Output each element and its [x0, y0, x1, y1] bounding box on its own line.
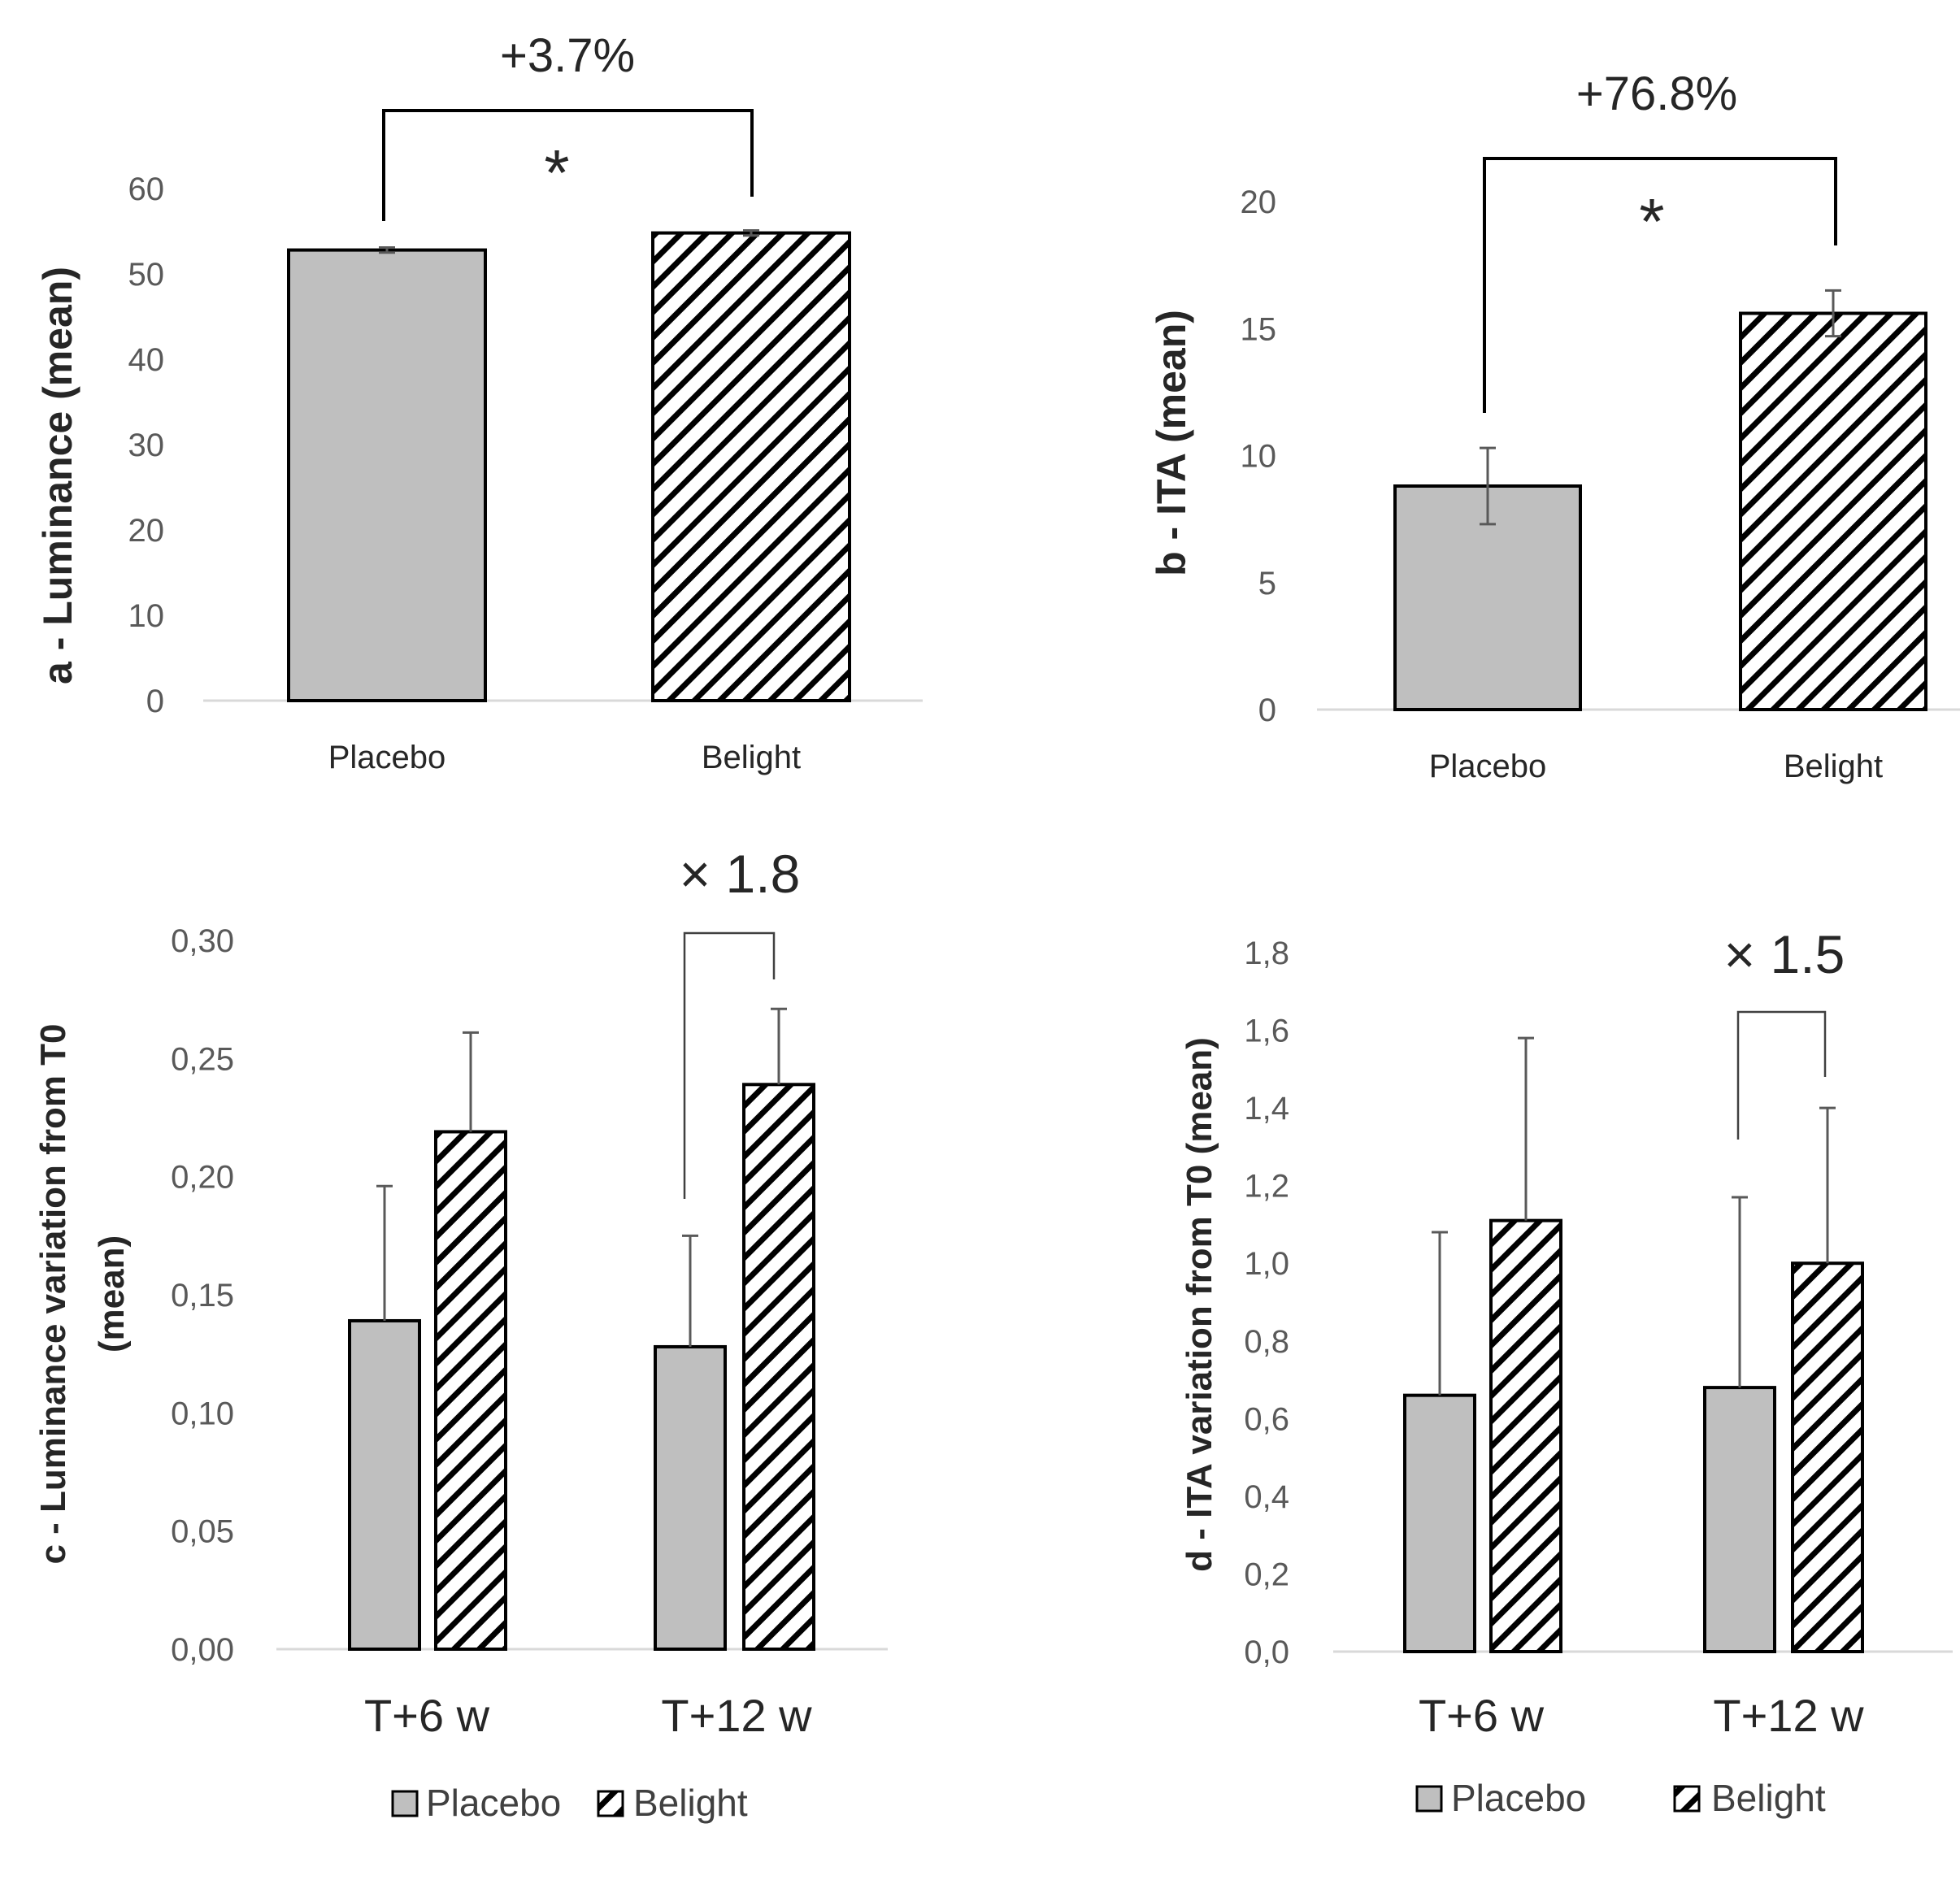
chart-d-bar-placebo: [1403, 1393, 1476, 1653]
chart-c: c - Luminance variation from T0 (mean) 0…: [33, 844, 888, 1824]
chart-d-ytick-label: 0,2: [1244, 1557, 1289, 1592]
chart-d-error-bar: [1518, 1036, 1534, 1221]
chart-d-legend-swatch-belight: [1673, 1785, 1701, 1813]
chart-c-category-t6: T+6 w: [364, 1690, 490, 1741]
chart-a-category-belight: Belight: [702, 740, 801, 775]
chart-b-significance-bracket: [1483, 157, 1837, 413]
chart-c-ytick-label: 0,00: [171, 1632, 234, 1668]
chart-b-ytick-label: 0: [1258, 693, 1276, 728]
chart-d-category-t6: T+6 w: [1419, 1690, 1545, 1741]
chart-d-ytick-label: 1,4: [1244, 1091, 1289, 1127]
chart-b-category-placebo: Placebo: [1429, 749, 1547, 784]
chart-c-ytick-label: 0,10: [171, 1396, 234, 1431]
chart-c-legend-label-placebo: Placebo: [426, 1782, 561, 1824]
chart-d-legend-label-placebo: Placebo: [1451, 1777, 1586, 1819]
chart-c-legend: Placebo Belight: [391, 1782, 748, 1824]
chart-c-bar-placebo: [654, 1344, 727, 1651]
chart-d-category-t12: T+12 w: [1713, 1690, 1864, 1741]
chart-c-bar-belight: [742, 1083, 815, 1651]
chart-c-bar-placebo: [348, 1318, 421, 1652]
chart-c-error-bar: [376, 1184, 393, 1321]
chart-a-error-bar: [379, 245, 395, 254]
chart-b-ytick-label: 15: [1241, 311, 1277, 347]
chart-a-error-bar: [743, 228, 759, 237]
chart-c-ytick-label: 0,20: [171, 1160, 234, 1196]
chart-a-ytick-label: 30: [128, 428, 165, 463]
chart-a-bar-belight: [651, 231, 851, 703]
chart-c-annotation: × 1.8: [680, 844, 801, 904]
chart-d-comparison-bracket: [1736, 1010, 1827, 1140]
chart-b-significance-star: *: [1639, 185, 1664, 258]
chart-d-error-bar: [1819, 1106, 1836, 1264]
chart-d-bar-belight: [1791, 1261, 1864, 1653]
chart-d-annotation: × 1.5: [1724, 924, 1845, 984]
chart-c-ytick-label: 0,15: [171, 1278, 234, 1313]
chart-a-ytick-label: 20: [128, 513, 165, 549]
chart-c-legend-swatch-placebo: [391, 1790, 419, 1817]
chart-c-error-bar: [771, 1007, 787, 1085]
chart-d-error-bar: [1732, 1196, 1748, 1388]
chart-d-ytick-label: 1,8: [1244, 936, 1289, 971]
chart-c-bar-belight: [434, 1130, 507, 1651]
chart-d-legend: Placebo Belight: [1415, 1777, 1826, 1819]
chart-c-legend-label-belight: Belight: [633, 1782, 748, 1824]
chart-b-error-bar: [1825, 289, 1841, 338]
chart-c-legend-swatch-belight: [597, 1790, 624, 1817]
chart-a-significance-star: *: [544, 137, 569, 209]
chart-b-ytick-label: 5: [1258, 566, 1276, 601]
chart-c-error-bar: [463, 1031, 479, 1132]
chart-a: a - Luminance (mean) 0 10 20 30 40 50 60 Place…: [35, 29, 923, 775]
chart-a-ylabel: a - Luminance (mean): [35, 267, 80, 684]
chart-c-ylabel-line2: (mean): [92, 1235, 132, 1352]
chart-a-significance-bracket: [382, 109, 754, 221]
chart-d-ytick-label: 1,0: [1244, 1246, 1289, 1282]
chart-a-annotation: +3.7%: [500, 29, 635, 82]
chart-d-legend-swatch-placebo: [1415, 1785, 1443, 1813]
chart-d-ytick-label: 0,6: [1244, 1401, 1289, 1437]
chart-c-ytick-label: 0,05: [171, 1514, 234, 1550]
chart-a-bar-placebo: [287, 248, 487, 703]
chart-d-ytick-label: 0,0: [1244, 1635, 1289, 1670]
chart-d-ytick-label: 0,8: [1244, 1324, 1289, 1360]
chart-c-ylabel-line1: c - Luminance variation from T0: [33, 1023, 73, 1564]
chart-a-ytick-label: 40: [128, 342, 165, 378]
chart-b-ytick-label: 10: [1241, 439, 1277, 475]
chart-b-annotation: +76.8%: [1576, 67, 1737, 120]
chart-c-category-t12: T+12 w: [661, 1690, 812, 1741]
chart-d-bar-placebo: [1703, 1386, 1776, 1653]
chart-c-comparison-bracket: [683, 931, 776, 1199]
chart-d-ylabel: d - ITA variation from T0 (mean): [1180, 1037, 1219, 1572]
chart-d-ytick-label: 1,6: [1244, 1014, 1289, 1049]
chart-d-bar-belight: [1489, 1218, 1562, 1653]
chart-c-ytick-label: 0,25: [171, 1041, 234, 1077]
chart-b-ytick-label: 20: [1241, 185, 1277, 220]
chart-d-legend-label-belight: Belight: [1711, 1777, 1826, 1819]
chart-d: d - ITA variation from T0 (mean) 0,0 0,2 0…: [1180, 924, 1953, 1819]
chart-c-ytick-label: 0,30: [171, 923, 234, 959]
chart-b-category-belight: Belight: [1784, 749, 1883, 784]
chart-a-ytick-label: 10: [128, 598, 165, 634]
chart-a-ytick-label: 60: [128, 172, 165, 207]
chart-c-error-bar: [682, 1234, 698, 1347]
chart-b-error-bar: [1480, 446, 1496, 526]
chart-a-ytick-label: 0: [146, 684, 164, 719]
chart-b-bar-belight: [1739, 311, 1927, 711]
chart-a-category-placebo: Placebo: [328, 740, 446, 775]
chart-d-ytick-label: 1,2: [1244, 1169, 1289, 1205]
chart-b-ylabel: b - ITA (mean): [1149, 310, 1194, 576]
chart-d-ytick-label: 0,4: [1244, 1479, 1289, 1515]
chart-d-error-bar: [1432, 1231, 1448, 1396]
chart-a-ytick-label: 50: [128, 257, 165, 293]
